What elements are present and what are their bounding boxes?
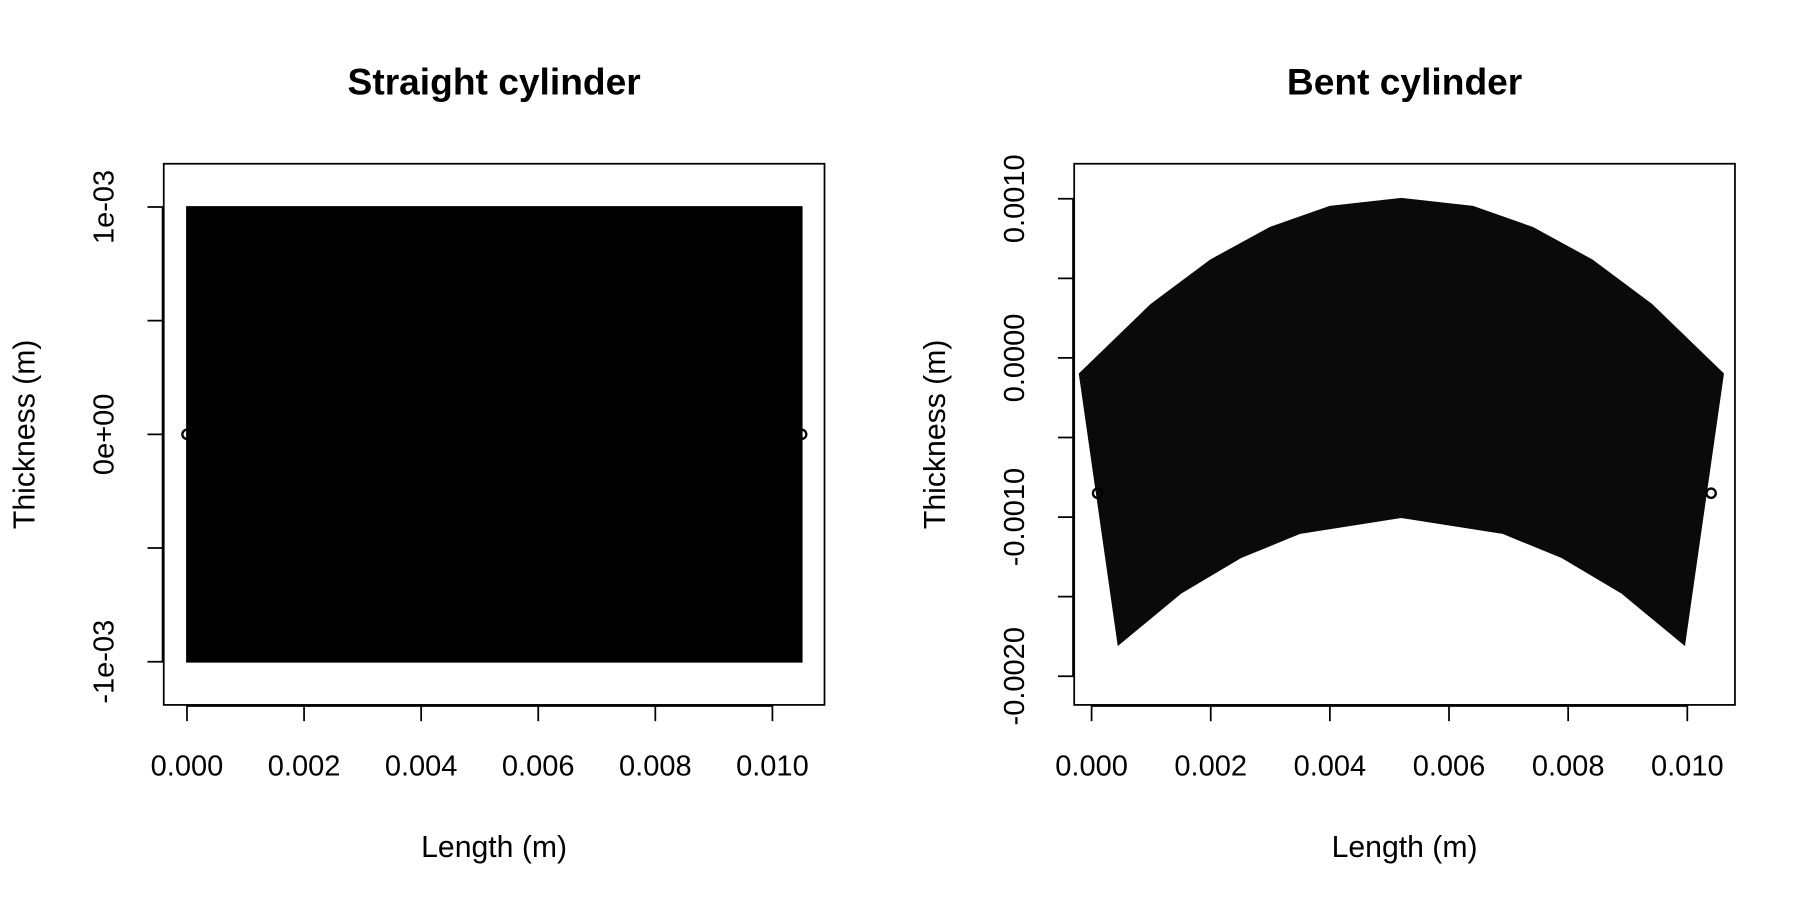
x-tick-label: 0.010 (736, 750, 809, 782)
x-tick-label: 0.004 (1294, 750, 1367, 782)
plot-frame (1073, 162, 1736, 706)
x-tick-label: 0.000 (1055, 750, 1128, 782)
x-tick-label: 0.010 (1651, 750, 1724, 782)
y-tick-label: 0e+00 (88, 394, 120, 475)
x-tick-label: 0.002 (1174, 750, 1247, 782)
end-point (181, 428, 193, 441)
x-tick-label: 0.002 (268, 750, 341, 782)
x-tick-label: 0.004 (385, 750, 458, 782)
y-tick-label: -0.0020 (999, 627, 1031, 725)
y-tick-label: -0.0010 (999, 468, 1031, 566)
cylinder-shape (1078, 197, 1724, 647)
end-point (1091, 487, 1104, 500)
y-axis-label: Thickness (m) (919, 340, 952, 530)
end-point (795, 428, 808, 441)
y-tick-label: 0.0010 (999, 154, 1031, 243)
cylinder-shape (186, 206, 803, 663)
chart-title: Bent cylinder (1287, 61, 1522, 103)
x-tick-label: 0.000 (151, 750, 224, 782)
x-axis-label: Length (m) (421, 831, 567, 864)
x-tick-label: 0.006 (502, 750, 575, 782)
chart-title: Straight cylinder (348, 61, 641, 103)
y-tick-label: 0.0000 (999, 314, 1031, 403)
x-axis-label: Length (m) (1332, 831, 1478, 864)
y-tick-label: 1e-03 (88, 170, 120, 244)
y-axis-label: Thickness (m) (9, 340, 42, 530)
x-tick-label: 0.008 (619, 750, 692, 782)
x-tick-label: 0.008 (1532, 750, 1605, 782)
y-tick-label: -1e-03 (88, 620, 120, 704)
x-tick-label: 0.006 (1413, 750, 1486, 782)
end-point (1705, 487, 1717, 500)
